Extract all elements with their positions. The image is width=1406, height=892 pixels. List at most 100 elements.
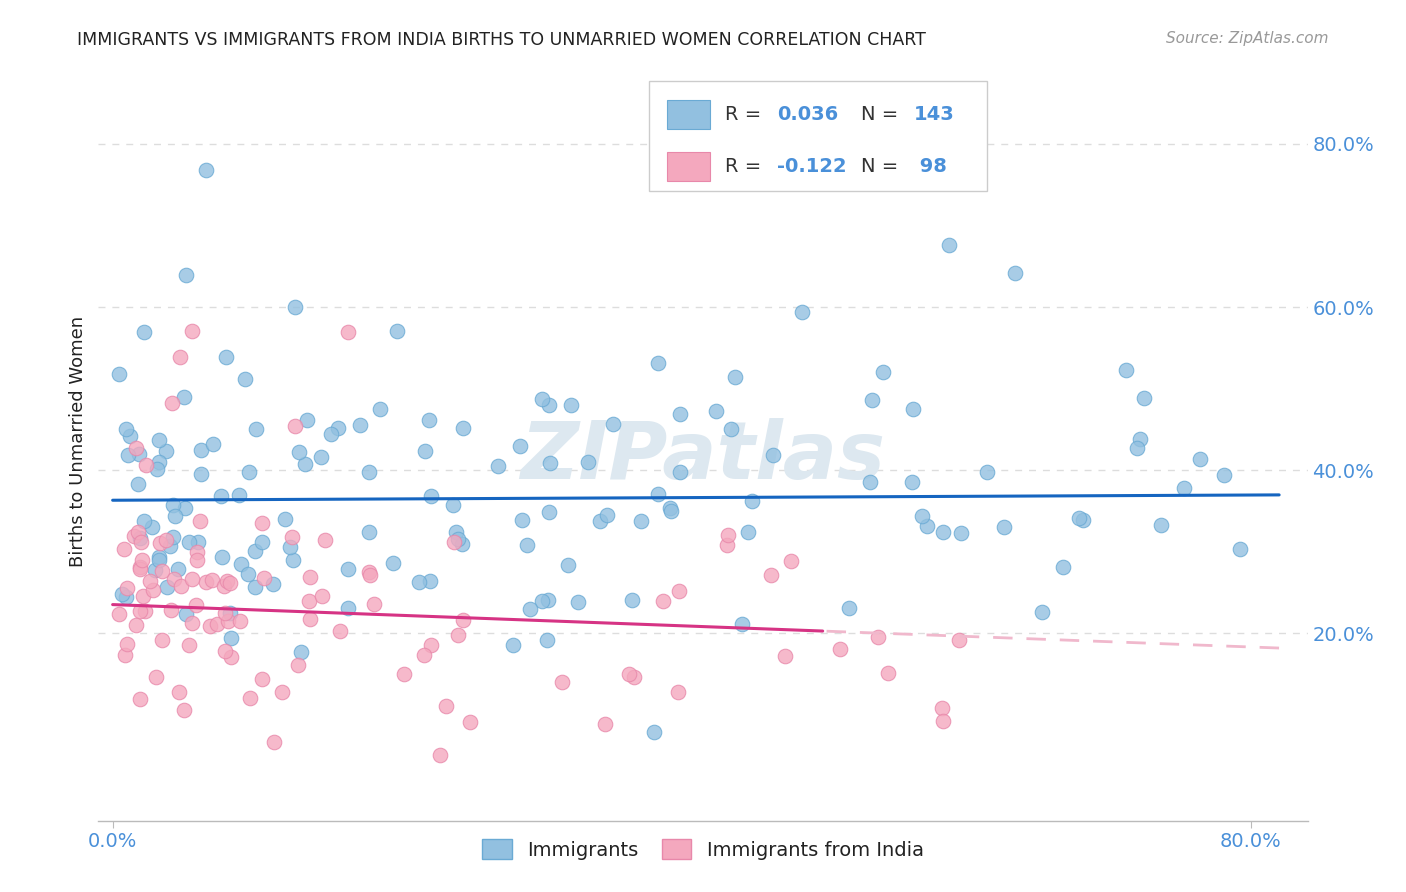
Point <box>828 642 851 657</box>
Point <box>129 531 152 545</box>
Point <box>134 604 156 618</box>
Point <box>537 592 560 607</box>
Point <box>536 633 558 648</box>
Bar <box>666 152 710 181</box>
Point <box>143 563 166 577</box>
Point <box>623 670 645 684</box>
Text: N =: N = <box>862 105 905 124</box>
Point <box>298 570 321 584</box>
Point <box>188 515 211 529</box>
Text: IMMIGRANTS VS IMMIGRANTS FROM INDIA BIRTHS TO UNMARRIED WOMEN CORRELATION CHART: IMMIGRANTS VS IMMIGRANTS FROM INDIA BIRT… <box>77 31 927 49</box>
Point <box>120 428 142 442</box>
Point <box>162 530 184 544</box>
Point <box>382 556 405 570</box>
Point <box>186 598 208 612</box>
FancyBboxPatch shape <box>648 81 987 191</box>
Point <box>128 560 150 574</box>
Point <box>250 673 273 687</box>
Point <box>127 476 149 491</box>
Point <box>741 494 763 508</box>
Point <box>877 666 900 681</box>
Point <box>326 421 349 435</box>
Point <box>207 617 229 632</box>
Point <box>716 538 738 552</box>
Point <box>602 417 624 431</box>
Point <box>903 402 925 417</box>
Point <box>263 735 285 749</box>
Text: 98: 98 <box>914 157 948 176</box>
Point <box>288 444 311 458</box>
Point <box>152 564 174 578</box>
Point <box>357 465 380 479</box>
Point <box>108 367 131 381</box>
Point <box>1133 391 1156 405</box>
Point <box>250 534 273 549</box>
Point <box>447 533 470 547</box>
Point <box>132 590 155 604</box>
Point <box>557 558 579 572</box>
Point <box>167 685 190 699</box>
Point <box>669 465 692 479</box>
Point <box>217 574 239 588</box>
Point <box>551 674 574 689</box>
Point <box>217 614 239 628</box>
Point <box>190 467 212 481</box>
Point <box>155 580 177 594</box>
Point <box>281 530 304 544</box>
Point <box>129 692 152 706</box>
Point <box>1071 513 1094 527</box>
Text: R =: R = <box>724 157 768 176</box>
Point <box>790 305 813 319</box>
Point <box>1031 605 1053 619</box>
Point <box>155 533 177 547</box>
Point <box>429 747 451 762</box>
Point <box>576 455 599 469</box>
Point <box>911 508 934 523</box>
Point <box>250 516 273 530</box>
Point <box>181 572 204 586</box>
Point <box>179 535 201 549</box>
Point <box>284 300 307 314</box>
Point <box>717 528 740 542</box>
Point <box>336 562 359 576</box>
Point <box>149 536 172 550</box>
Point <box>245 422 267 436</box>
Point <box>336 601 359 615</box>
Point <box>931 701 953 715</box>
Point <box>948 632 970 647</box>
Text: -0.122: -0.122 <box>776 157 846 176</box>
Point <box>413 444 436 458</box>
Point <box>174 268 197 282</box>
Point <box>658 501 681 516</box>
Point <box>617 667 640 681</box>
Point <box>142 582 165 597</box>
Point <box>720 422 742 436</box>
Point <box>530 594 553 608</box>
Point <box>385 324 408 338</box>
Point <box>512 513 534 527</box>
Point <box>284 418 307 433</box>
Point <box>540 456 562 470</box>
Text: Source: ZipAtlas.com: Source: ZipAtlas.com <box>1166 31 1329 46</box>
Point <box>287 657 309 672</box>
Point <box>1189 452 1212 467</box>
Point <box>900 475 922 489</box>
Point <box>621 593 644 607</box>
Point <box>1173 481 1195 495</box>
Point <box>915 519 938 533</box>
Point <box>1212 468 1234 483</box>
Point <box>1129 433 1152 447</box>
Point <box>148 550 170 565</box>
Point <box>336 325 359 339</box>
Point <box>560 398 582 412</box>
Point <box>160 396 183 410</box>
Point <box>762 449 785 463</box>
Point <box>187 534 209 549</box>
Point <box>115 637 138 651</box>
Point <box>195 574 218 589</box>
Point <box>314 533 336 548</box>
Point <box>537 505 560 519</box>
Point <box>530 392 553 407</box>
Point <box>195 162 218 177</box>
Point <box>949 526 972 541</box>
